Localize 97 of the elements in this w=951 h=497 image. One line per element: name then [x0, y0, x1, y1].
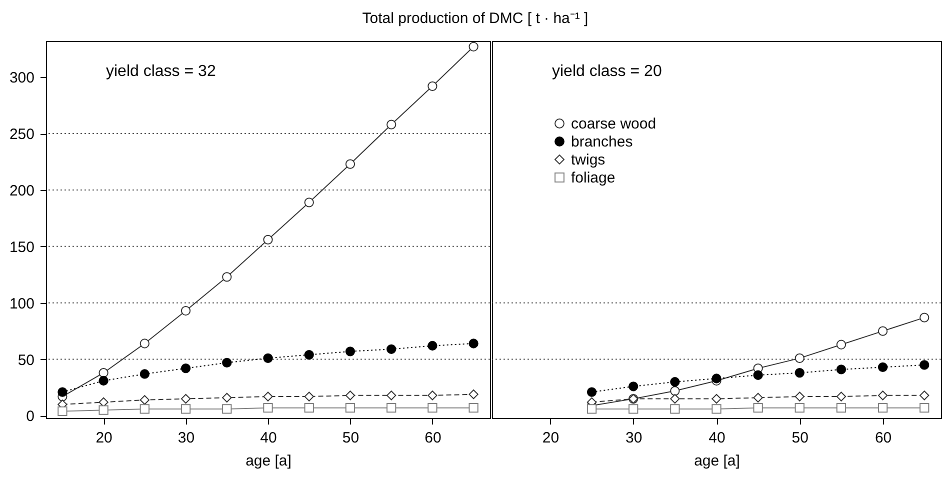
- x-tick-label: 40: [708, 430, 726, 446]
- point: [140, 338, 150, 348]
- x-tick-label: 30: [626, 430, 642, 446]
- point: [222, 272, 232, 282]
- y-tick-label: 150: [9, 238, 34, 256]
- point: [263, 392, 273, 402]
- point: [304, 403, 314, 413]
- point: [878, 403, 888, 413]
- point: [263, 353, 273, 363]
- y-tick-label: 200: [9, 182, 34, 200]
- point: [920, 312, 930, 322]
- annotation: yield class = 20: [552, 63, 662, 80]
- point: [753, 370, 763, 380]
- point: [712, 404, 722, 414]
- point: [586, 387, 597, 397]
- point: [794, 368, 804, 378]
- legend-label: twigs: [571, 152, 606, 168]
- y-tick-label: 250: [9, 126, 34, 144]
- point: [670, 394, 680, 404]
- x-tick-label: 50: [792, 430, 808, 446]
- point: [753, 403, 763, 413]
- point: [670, 377, 680, 387]
- point: [386, 344, 396, 354]
- x-tick-label: 40: [260, 430, 277, 446]
- point: [304, 392, 314, 402]
- point: [98, 376, 108, 386]
- point: [794, 353, 804, 363]
- point: [58, 406, 68, 416]
- point: [180, 306, 191, 316]
- point: [180, 404, 191, 414]
- point: [304, 350, 314, 360]
- point: [304, 198, 314, 208]
- x-tick-label: 50: [342, 430, 360, 446]
- point: [140, 404, 150, 414]
- point: [468, 389, 478, 400]
- point: [753, 392, 763, 403]
- x-tick-label: 60: [424, 430, 442, 446]
- point: [878, 326, 888, 336]
- point: [98, 405, 108, 415]
- point: [58, 387, 68, 397]
- point: [140, 369, 150, 379]
- point: [428, 340, 438, 351]
- chart-title: Total production of DMC [ t · ha⁻¹ ]: [362, 10, 588, 27]
- point: [712, 374, 722, 384]
- y-tick-label: 100: [9, 295, 34, 312]
- point: [836, 364, 846, 374]
- x-tick-label: 60: [874, 430, 892, 446]
- point: [794, 403, 804, 413]
- point: [836, 403, 846, 413]
- point: [468, 403, 478, 413]
- point: [670, 386, 680, 396]
- point: [345, 346, 356, 356]
- point: [345, 390, 356, 400]
- point: [98, 368, 108, 378]
- point: [920, 403, 930, 413]
- point: [345, 159, 356, 169]
- point: [428, 81, 438, 91]
- y-tick-label: 0: [26, 408, 34, 426]
- point: [586, 404, 597, 414]
- point: [836, 392, 846, 402]
- point: [468, 338, 478, 348]
- x-axis-title: age [a]: [694, 452, 740, 470]
- legend-label: coarse wood: [571, 116, 656, 132]
- legend-label: branches: [571, 134, 633, 150]
- point: [386, 403, 396, 413]
- point: [836, 340, 846, 350]
- point: [386, 390, 396, 400]
- point: [920, 390, 930, 400]
- point: [180, 394, 191, 404]
- point: [222, 404, 232, 414]
- point: [222, 392, 232, 403]
- point: [670, 404, 680, 414]
- x-axis-title: age [a]: [246, 452, 292, 470]
- y-tick-label: 50: [18, 352, 34, 369]
- point: [263, 234, 273, 244]
- x-tick-label: 20: [96, 430, 112, 446]
- point: [428, 390, 438, 400]
- legend-label: foliage: [571, 170, 616, 186]
- point: [180, 364, 191, 374]
- point: [878, 390, 888, 400]
- point: [386, 120, 396, 130]
- x-tick-label: 20: [542, 430, 560, 446]
- point: [878, 362, 888, 372]
- point: [920, 360, 930, 370]
- point: [794, 392, 804, 402]
- point: [140, 395, 150, 405]
- point: [712, 394, 722, 404]
- point: [263, 403, 273, 413]
- point: [468, 42, 478, 52]
- y-tick-label: 300: [9, 70, 34, 87]
- annotation: yield class = 32: [106, 63, 216, 80]
- point: [428, 403, 438, 413]
- point: [628, 404, 638, 414]
- x-tick-label: 30: [178, 430, 195, 446]
- point: [345, 403, 356, 413]
- point: [222, 358, 232, 368]
- point: [628, 382, 638, 392]
